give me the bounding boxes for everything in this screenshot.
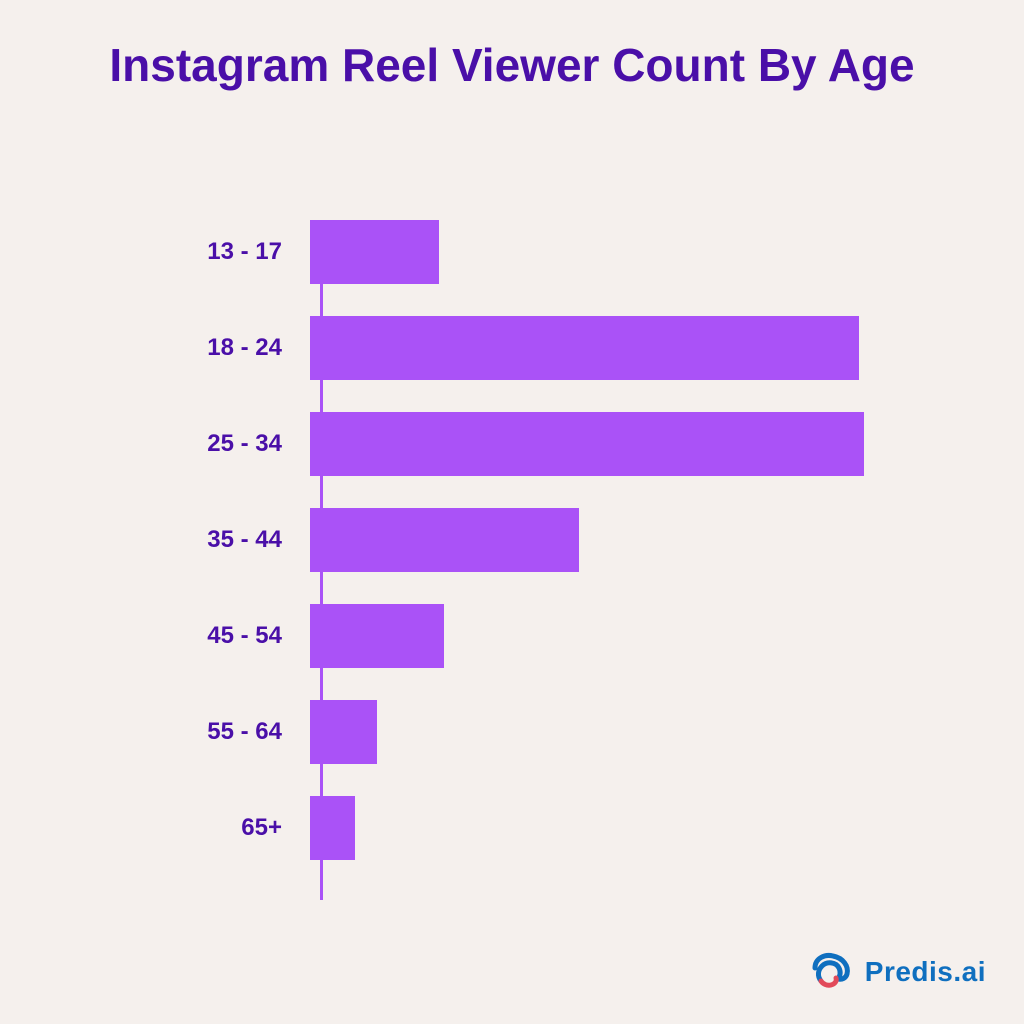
category-label: 35 - 44: [130, 526, 310, 554]
chart-area: 13 - 17 18 - 24 25 - 34 35 - 44 45 - 54 …: [130, 220, 890, 900]
category-label: 25 - 34: [130, 430, 310, 458]
chart-title: Instagram Reel Viewer Count By Age: [0, 0, 1024, 91]
bar: [310, 700, 377, 764]
bar: [310, 796, 355, 860]
category-label: 65+: [130, 814, 310, 842]
bar-row: 65+: [130, 796, 890, 860]
category-label: 13 - 17: [130, 238, 310, 266]
category-label: 55 - 64: [130, 718, 310, 746]
bar: [310, 604, 444, 668]
bar-row: 18 - 24: [130, 316, 890, 380]
bar: [310, 412, 864, 476]
bar-row: 13 - 17: [130, 220, 890, 284]
bar-row: 25 - 34: [130, 412, 890, 476]
category-label: 45 - 54: [130, 622, 310, 650]
bar: [310, 220, 439, 284]
category-label: 18 - 24: [130, 334, 310, 362]
brand-logo-text: Predis.ai: [865, 956, 986, 988]
bar-row: 55 - 64: [130, 700, 890, 764]
predis-logo-icon: [807, 948, 855, 996]
bar-row: 45 - 54: [130, 604, 890, 668]
bar: [310, 316, 859, 380]
brand-logo: Predis.ai: [807, 948, 986, 996]
bar: [310, 508, 579, 572]
bar-row: 35 - 44: [130, 508, 890, 572]
